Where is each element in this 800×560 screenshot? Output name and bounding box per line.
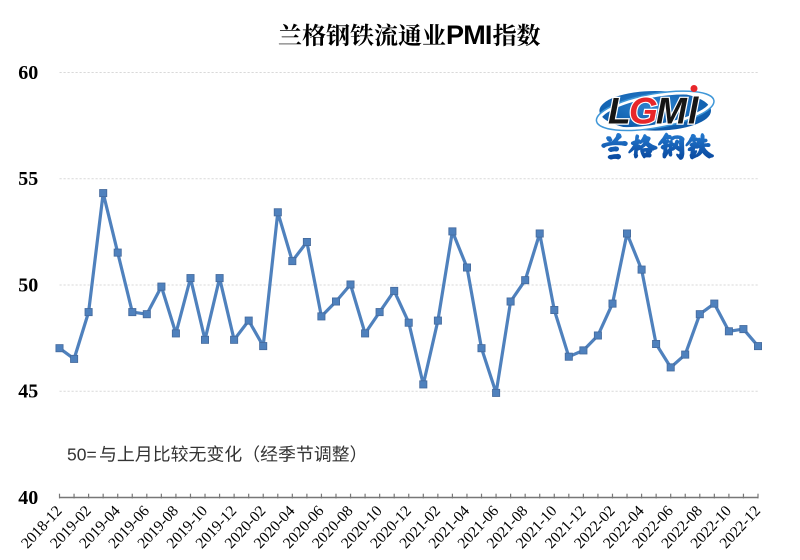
svg-text:G: G: [629, 91, 658, 132]
svg-text:60: 60: [18, 62, 38, 84]
svg-text:55: 55: [18, 168, 38, 190]
svg-text:40: 40: [18, 487, 38, 509]
svg-text:M: M: [656, 91, 688, 132]
svg-text:45: 45: [18, 381, 38, 403]
svg-text:PMI: PMI: [446, 20, 492, 50]
svg-text:L: L: [608, 91, 631, 132]
svg-text:50: 50: [18, 274, 38, 296]
svg-text:l: l: [688, 91, 699, 132]
svg-text:50=: 50=: [67, 445, 97, 465]
